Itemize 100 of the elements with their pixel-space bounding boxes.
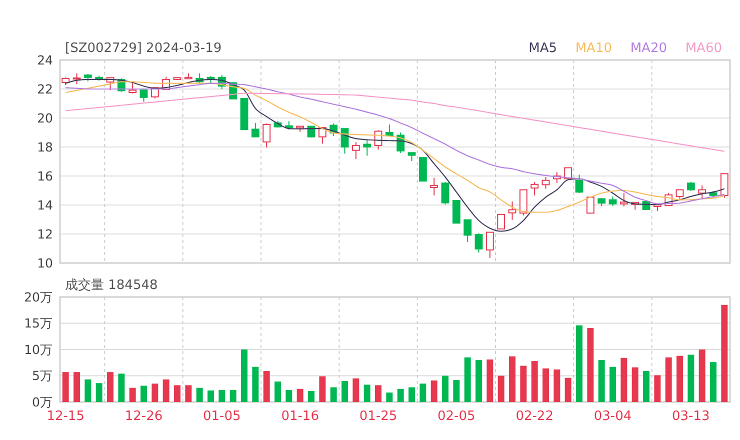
bar [598, 360, 605, 402]
bar [721, 304, 728, 402]
bar [274, 382, 281, 402]
bar [174, 385, 180, 402]
y-tick-label: 16 [37, 168, 54, 184]
candlestick [262, 123, 271, 148]
y-tick-label: 15万 [24, 316, 53, 331]
bar [665, 357, 672, 402]
bar [620, 358, 628, 402]
x-tick-label: 01-05 [203, 409, 241, 424]
y-tick-label: 10 [37, 255, 54, 270]
bar [420, 384, 426, 402]
bar [296, 388, 304, 402]
bar [152, 384, 158, 402]
bar [196, 388, 203, 402]
candlestick [720, 173, 728, 198]
bar [643, 371, 650, 402]
bar [408, 387, 415, 402]
bar [162, 379, 170, 402]
bar [185, 385, 192, 402]
y-tick-label: 12 [37, 226, 53, 242]
bar [464, 357, 471, 402]
bar [442, 376, 448, 402]
y-tick-label: 18 [37, 139, 54, 154]
text: MA5 [528, 41, 557, 56]
y-tick-label: 22 [37, 81, 53, 96]
bar [531, 361, 538, 402]
bar [208, 390, 214, 402]
bar [286, 390, 292, 402]
bar [710, 362, 716, 402]
bar [129, 388, 136, 402]
x-tick-label: 12-26 [124, 409, 163, 424]
bar [397, 388, 404, 402]
bar [364, 384, 370, 402]
bar [342, 381, 348, 402]
bar [386, 392, 393, 402]
x-tick-label: 02-22 [516, 409, 554, 424]
bar [252, 366, 259, 402]
candlestick [542, 176, 550, 190]
bar [62, 372, 69, 402]
candlestick [452, 200, 460, 224]
bar [654, 375, 661, 402]
bar [632, 367, 638, 402]
bar [263, 371, 270, 402]
bar [107, 372, 114, 402]
text: MA20 [630, 41, 667, 56]
bar [230, 390, 236, 402]
x-tick-label: 01-25 [359, 409, 398, 424]
chart-title: [SZ002729] 2024-03-19 [65, 41, 222, 56]
y-tick-label: 10万 [24, 342, 53, 357]
x-tick-label: 01-16 [281, 409, 319, 424]
bar [688, 354, 694, 402]
bar [698, 350, 706, 402]
candlestick [486, 232, 494, 258]
bar [498, 376, 504, 402]
x-tick-label: 03-13 [672, 409, 710, 424]
bar [140, 386, 147, 402]
candlestick [519, 189, 528, 216]
candlestick [474, 232, 483, 254]
text: MA60 [685, 41, 722, 56]
candlestick [497, 214, 506, 230]
bar [308, 390, 314, 402]
bar [218, 390, 226, 402]
bar [476, 360, 482, 402]
candlestick [128, 82, 137, 94]
candlestick [586, 196, 594, 214]
bar [319, 376, 326, 402]
bar [375, 385, 382, 402]
candlestick [418, 157, 427, 182]
candlestick [441, 182, 450, 205]
bar [554, 369, 560, 402]
bar [430, 380, 438, 402]
text: MA10 [575, 41, 612, 56]
candlestick [140, 88, 148, 102]
bar [453, 380, 460, 402]
candlestick [430, 177, 438, 196]
bar [118, 374, 125, 402]
bar [84, 379, 92, 402]
candlestick [575, 174, 584, 194]
candlestick [251, 122, 260, 138]
y-tick-label: 5万 [32, 368, 53, 384]
candlestick [464, 219, 472, 242]
bar [587, 328, 594, 402]
bar [509, 356, 516, 402]
bar [486, 359, 494, 402]
y-tick-label: 20万 [24, 289, 53, 304]
bar [542, 368, 549, 402]
bar [74, 372, 80, 402]
y-tick-label: 20 [37, 110, 54, 126]
candlestick [620, 192, 628, 207]
candlestick [530, 182, 539, 196]
chart-title: 成交量 184548 [65, 277, 158, 293]
bar [576, 325, 582, 402]
candlestick [508, 201, 516, 220]
candlestick [352, 142, 360, 160]
bar [520, 366, 527, 402]
candlestick [72, 72, 81, 85]
bar [241, 350, 248, 402]
y-tick-label: 24 [37, 52, 54, 68]
x-tick-label: 03-04 [594, 409, 632, 424]
